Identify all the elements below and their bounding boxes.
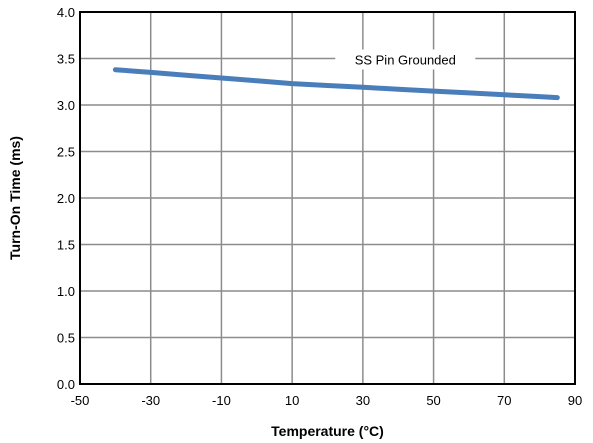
- y-axis-title: Turn-On Time (ms): [7, 136, 23, 260]
- x-tick-label: 70: [497, 393, 511, 408]
- y-tick-label: 4.0: [57, 5, 75, 20]
- y-tick-label: 0.0: [57, 377, 75, 392]
- y-tick-label: 3.0: [57, 98, 75, 113]
- x-tick-label: 30: [356, 393, 370, 408]
- x-axis-title: Temperature (°C): [271, 423, 384, 439]
- x-tick-label: 90: [568, 393, 582, 408]
- annotation-ss-pin-grounded: SS Pin Grounded: [355, 53, 456, 68]
- annotation-layer: SS Pin Grounded: [335, 49, 476, 70]
- grid: [79, 11, 576, 385]
- x-tick-label: -30: [141, 393, 160, 408]
- y-tick-label: 2.0: [57, 191, 75, 206]
- plot-frame: [79, 11, 576, 385]
- x-tick-label: -10: [212, 393, 231, 408]
- y-tick-label: 0.5: [57, 331, 75, 346]
- series-line: [112, 67, 560, 101]
- y-tick-labels: 0.0 0.5 1.0 1.5 2.0 2.5 3.0 3.5 4.0: [57, 5, 75, 392]
- y-tick-label: 1.0: [57, 284, 75, 299]
- x-tick-labels: -50 -30 -10 10 30 50 70 90: [71, 393, 583, 408]
- x-tick-label: -50: [71, 393, 90, 408]
- annotation-background: [335, 49, 476, 70]
- series-layer: [112, 67, 560, 101]
- y-tick-label: 1.5: [57, 238, 75, 253]
- x-tick-label: 50: [426, 393, 440, 408]
- x-tick-label: 10: [285, 393, 299, 408]
- y-tick-label: 2.5: [57, 145, 75, 160]
- y-tick-label: 3.5: [57, 52, 75, 67]
